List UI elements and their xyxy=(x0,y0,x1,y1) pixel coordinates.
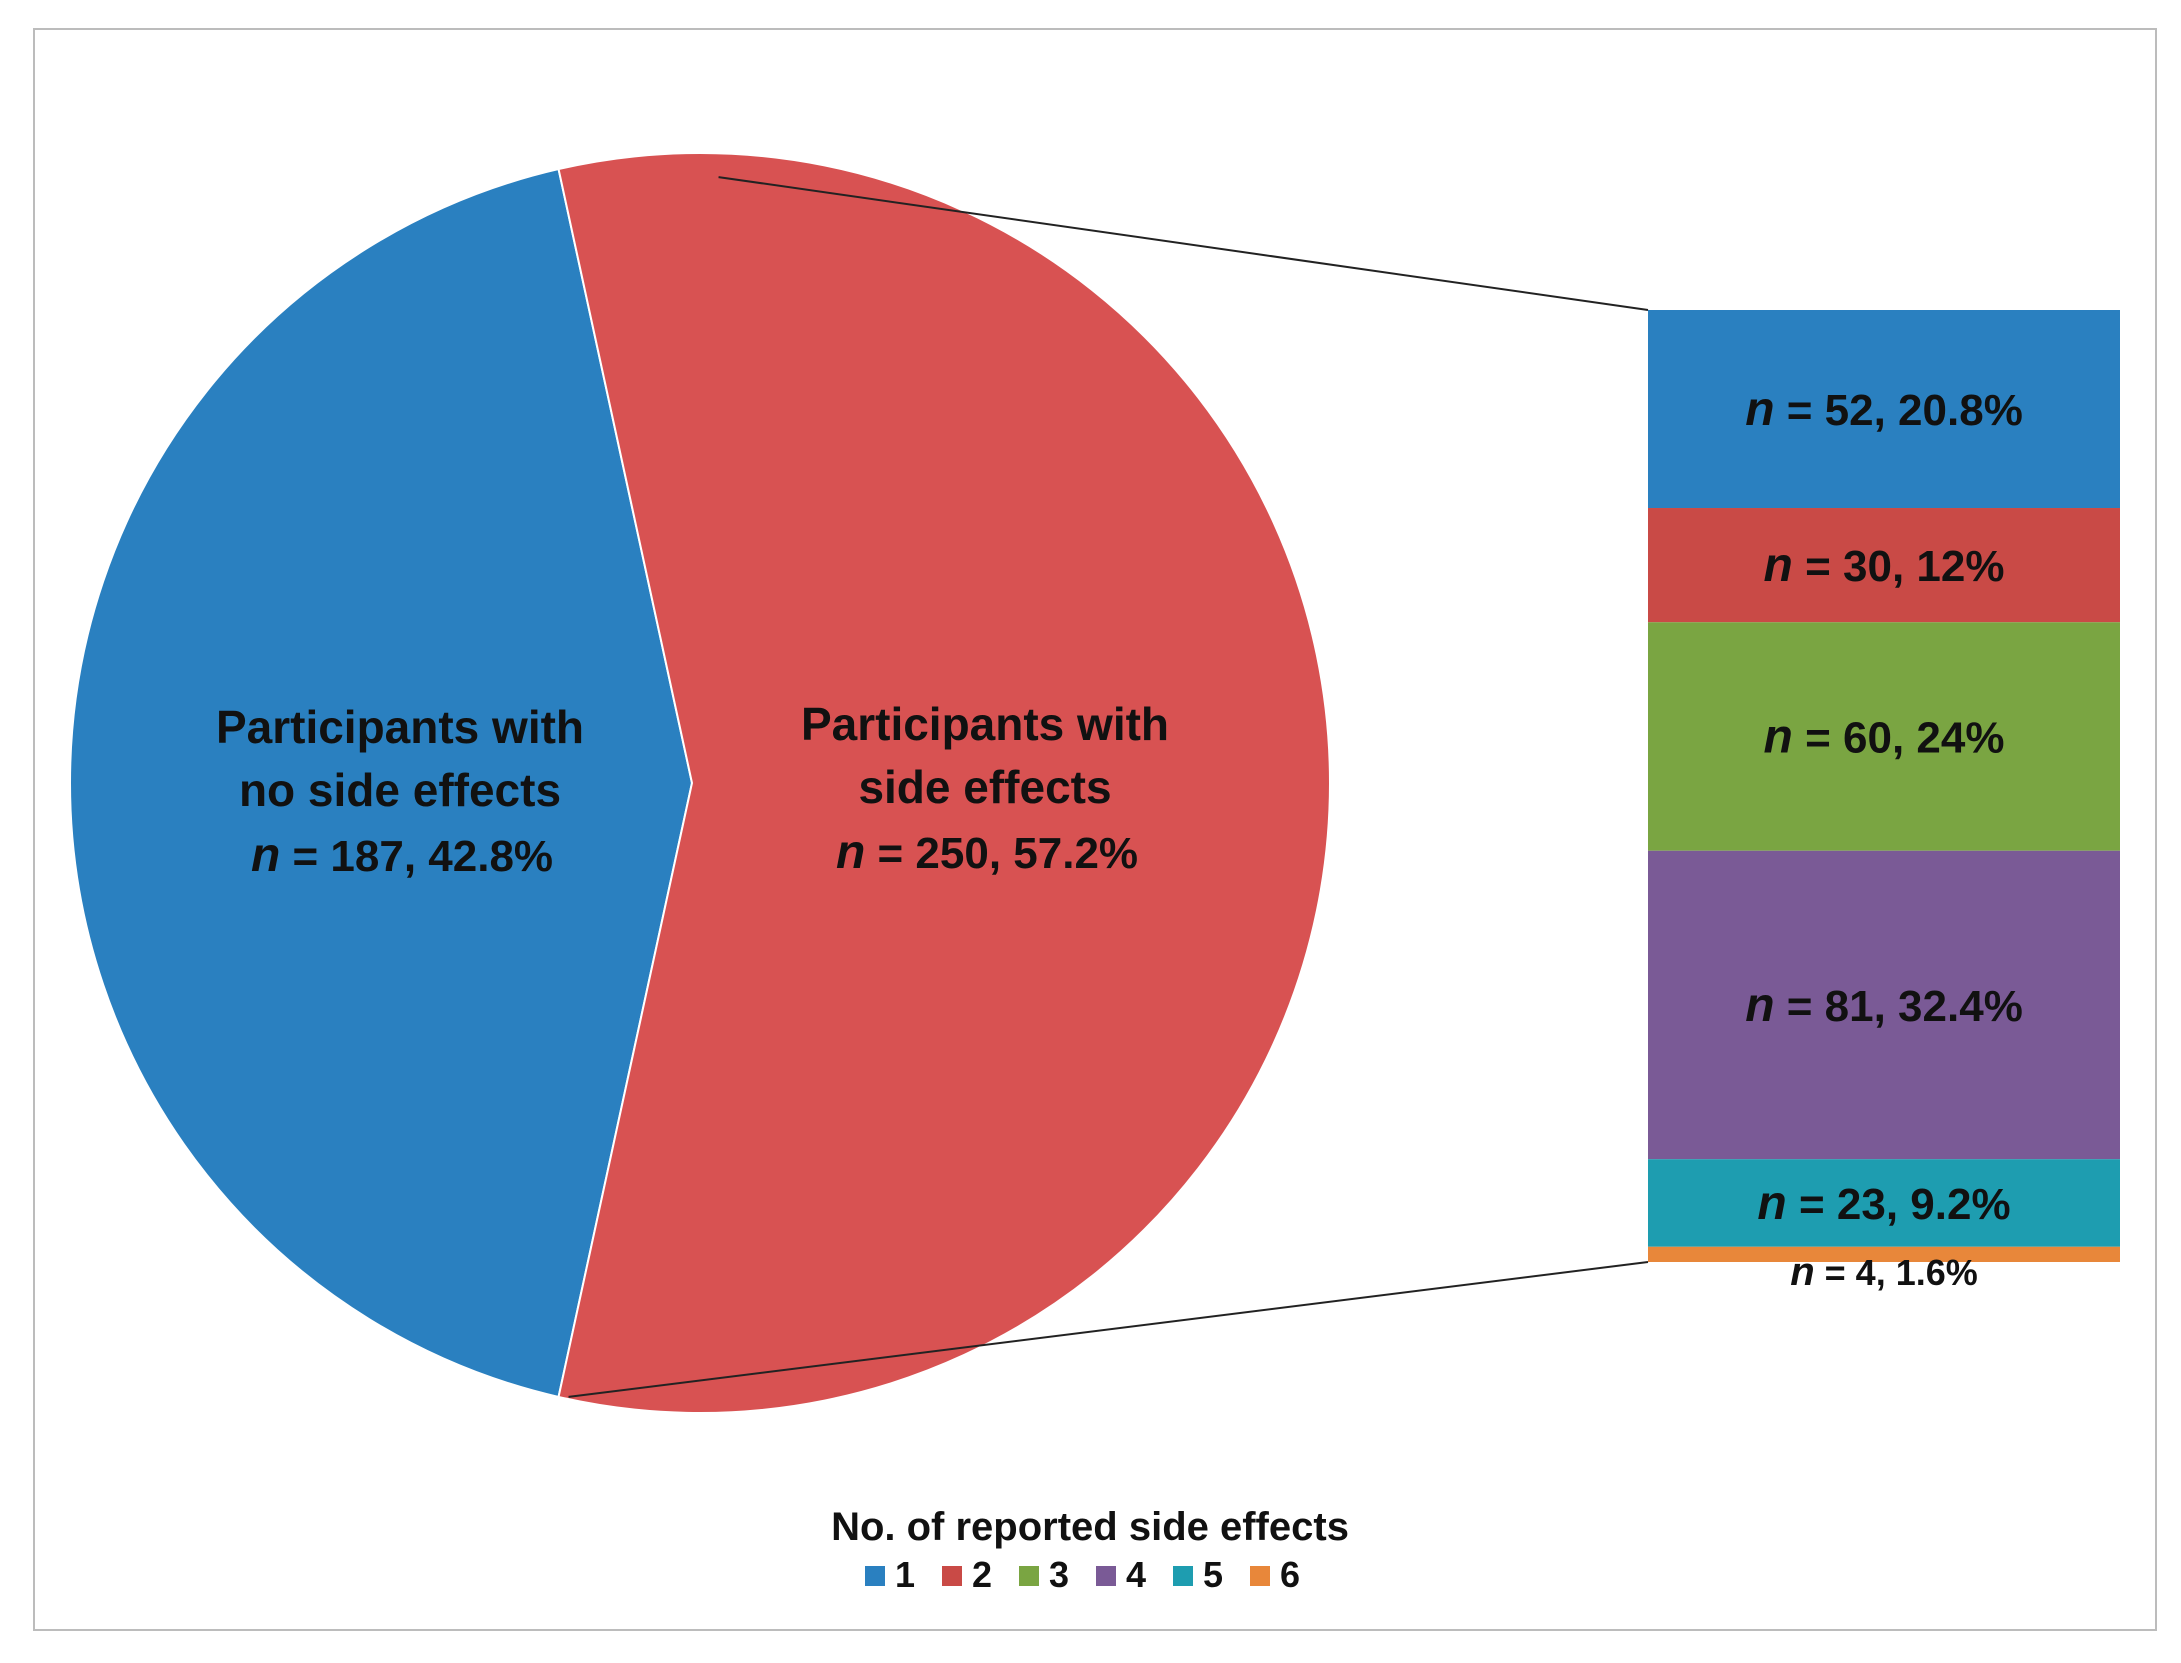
bar-segment-6 xyxy=(1648,1246,2120,1262)
connector-line-top xyxy=(718,176,1649,311)
bar-segment-3 xyxy=(1648,622,2120,851)
legend: No. of reported side effects 1 2 3 4 5 6 xyxy=(831,1505,1349,1595)
legend-label-4: 4 xyxy=(1126,1554,1146,1595)
legend-swatch-4 xyxy=(1096,1566,1116,1586)
bar-label-4: n = 81, 32.4% xyxy=(1745,979,2023,1032)
pie-slice-side-effects xyxy=(557,152,1331,1414)
legend-label-5: 5 xyxy=(1203,1554,1223,1595)
pie-label-line2-0: no side effects xyxy=(239,764,561,816)
legend-swatch-2 xyxy=(942,1566,962,1586)
pie-label-line2-1: side effects xyxy=(858,761,1111,813)
pie-label-value-1: n = 250, 57.2% xyxy=(836,826,1138,879)
bar-segment-5 xyxy=(1648,1159,2120,1247)
bar-label-1: n = 52, 20.8% xyxy=(1745,383,2023,436)
bar-label-3: n = 60, 24% xyxy=(1764,710,2005,763)
pie-label-line1-1: Participants with xyxy=(801,698,1169,750)
bar-label-6: n = 4, 1.6% xyxy=(1790,1250,1978,1294)
legend-swatch-6 xyxy=(1250,1566,1270,1586)
legend-swatch-3 xyxy=(1019,1566,1039,1586)
legend-label-2: 2 xyxy=(972,1554,992,1595)
legend-swatch-5 xyxy=(1173,1566,1193,1586)
legend-label-1: 1 xyxy=(895,1554,915,1595)
legend-label-6: 6 xyxy=(1280,1554,1300,1595)
connector-lines xyxy=(568,176,1649,1398)
pie xyxy=(69,152,1331,1414)
bar-label-2: n = 30, 12% xyxy=(1764,539,2005,592)
bar-segment-4 xyxy=(1648,850,2120,1160)
legend-swatch-1 xyxy=(865,1566,885,1586)
pie-slice-no-side-effects xyxy=(69,167,694,1399)
pie-label-value-0: n = 187, 42.8% xyxy=(251,829,553,882)
pie-label-line1-0: Participants with xyxy=(216,701,584,753)
bar-segment-1 xyxy=(1648,310,2120,509)
legend-label-3: 3 xyxy=(1049,1554,1069,1595)
bar-label-5: n = 23, 9.2% xyxy=(1757,1177,2010,1230)
legend-title: No. of reported side effects xyxy=(831,1505,1349,1549)
data-labels: Participants with no side effects n = 187,… xyxy=(216,383,2023,1294)
breakdown-bar xyxy=(1648,310,2120,1262)
bar-segment-2 xyxy=(1648,508,2120,623)
connector-line-bottom xyxy=(568,1261,1649,1398)
